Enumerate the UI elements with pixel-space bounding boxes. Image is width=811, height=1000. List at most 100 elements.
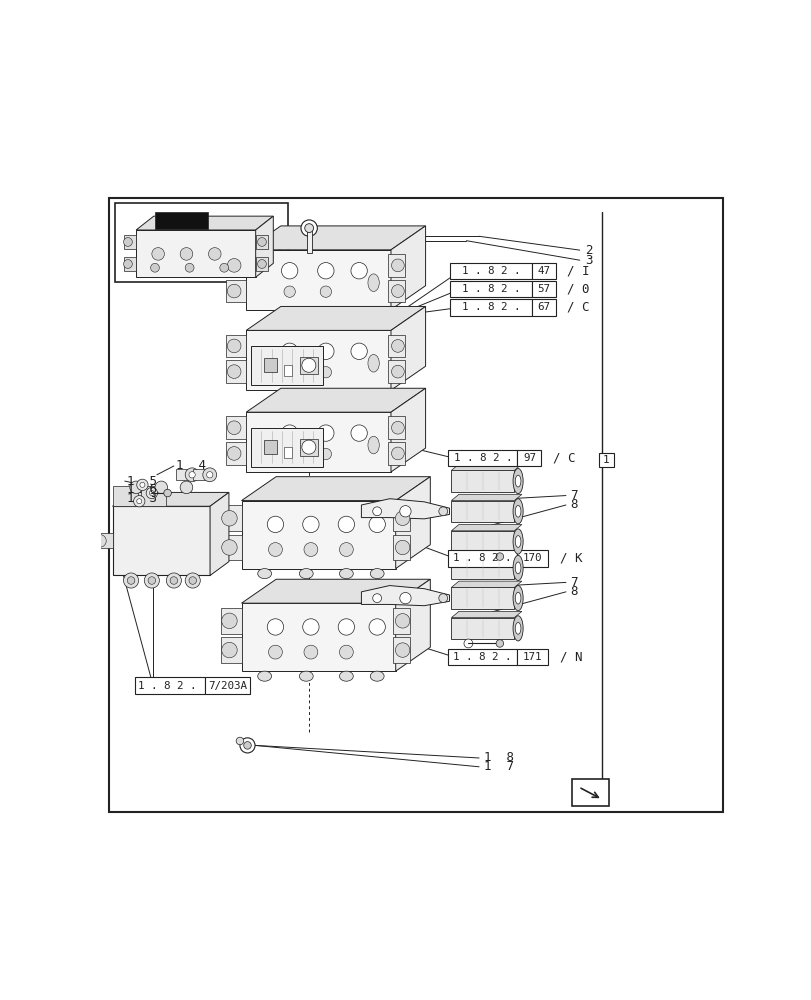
Bar (517, 550, 547, 567)
Circle shape (227, 339, 241, 353)
Circle shape (368, 516, 385, 533)
Bar (392, 505, 410, 531)
Text: 3: 3 (585, 254, 592, 267)
Text: 171: 171 (522, 652, 542, 662)
Circle shape (463, 639, 472, 648)
Bar (388, 335, 405, 357)
Circle shape (281, 263, 298, 279)
Bar (204, 677, 250, 694)
Text: 8: 8 (569, 585, 577, 598)
Ellipse shape (339, 569, 353, 579)
Circle shape (152, 248, 164, 260)
Circle shape (148, 577, 156, 584)
Circle shape (438, 507, 447, 516)
Text: 1  5: 1 5 (127, 475, 157, 488)
Circle shape (180, 481, 192, 494)
Circle shape (221, 642, 237, 658)
Bar (251, 346, 323, 385)
Bar (115, 203, 288, 282)
Bar (225, 360, 246, 383)
Bar (449, 263, 531, 279)
Bar (283, 447, 292, 458)
Circle shape (169, 577, 178, 584)
Circle shape (320, 367, 331, 378)
Circle shape (166, 573, 181, 588)
Text: / C: / C (567, 301, 589, 314)
Circle shape (395, 643, 410, 657)
Polygon shape (136, 216, 273, 230)
Bar (140, 486, 165, 506)
Circle shape (257, 260, 266, 268)
Circle shape (268, 543, 282, 556)
Circle shape (395, 614, 410, 628)
Circle shape (227, 421, 241, 435)
Polygon shape (391, 226, 425, 310)
Bar (392, 535, 410, 560)
Bar (517, 649, 547, 665)
Circle shape (136, 499, 142, 504)
Text: 1  7: 1 7 (483, 760, 513, 773)
Circle shape (281, 425, 298, 441)
Polygon shape (451, 464, 521, 470)
Circle shape (395, 511, 410, 525)
Circle shape (203, 468, 217, 482)
Circle shape (302, 440, 315, 454)
Ellipse shape (513, 499, 522, 524)
Bar (531, 281, 556, 297)
Bar (193, 469, 209, 480)
Circle shape (317, 425, 333, 441)
Text: 1 . 8 2 .: 1 . 8 2 . (453, 453, 512, 463)
Polygon shape (451, 551, 521, 557)
Bar (113, 486, 138, 506)
Bar (221, 637, 241, 663)
Ellipse shape (515, 505, 521, 517)
Bar (517, 450, 541, 466)
Circle shape (391, 365, 404, 378)
Circle shape (123, 573, 139, 588)
Text: / 0: / 0 (567, 283, 589, 296)
Polygon shape (241, 579, 430, 603)
Polygon shape (361, 499, 449, 519)
Text: 1 . 8 2 .: 1 . 8 2 . (453, 652, 511, 662)
Circle shape (303, 543, 317, 556)
Bar (572, 779, 608, 806)
Bar (221, 505, 241, 531)
Circle shape (164, 489, 171, 497)
Circle shape (399, 592, 410, 604)
Text: 1  4: 1 4 (175, 459, 205, 472)
Circle shape (185, 468, 199, 482)
Text: 7: 7 (569, 489, 577, 502)
Circle shape (227, 447, 241, 460)
Ellipse shape (513, 586, 522, 611)
Text: 7: 7 (569, 576, 577, 589)
Ellipse shape (515, 536, 521, 547)
Bar (251, 428, 323, 467)
Polygon shape (361, 586, 449, 606)
Bar (225, 335, 246, 357)
Bar (255, 257, 268, 271)
Circle shape (303, 619, 319, 635)
Circle shape (189, 577, 196, 584)
Circle shape (180, 248, 192, 260)
Bar (449, 299, 531, 316)
Circle shape (185, 573, 200, 588)
Circle shape (243, 742, 251, 749)
Bar (448, 450, 517, 466)
Ellipse shape (513, 469, 522, 494)
Circle shape (317, 343, 333, 359)
Text: 1 . 8 2 .: 1 . 8 2 . (461, 266, 520, 276)
Polygon shape (255, 216, 273, 277)
Text: / K: / K (559, 552, 581, 565)
Polygon shape (391, 306, 425, 390)
Polygon shape (246, 388, 425, 412)
Bar (447, 649, 517, 665)
Text: 7/203A: 7/203A (208, 681, 247, 691)
Bar (123, 257, 136, 271)
Circle shape (284, 286, 295, 297)
Circle shape (227, 259, 241, 272)
Bar (451, 501, 513, 522)
Circle shape (496, 640, 503, 647)
Circle shape (144, 573, 159, 588)
Ellipse shape (367, 436, 379, 454)
Polygon shape (113, 492, 229, 506)
